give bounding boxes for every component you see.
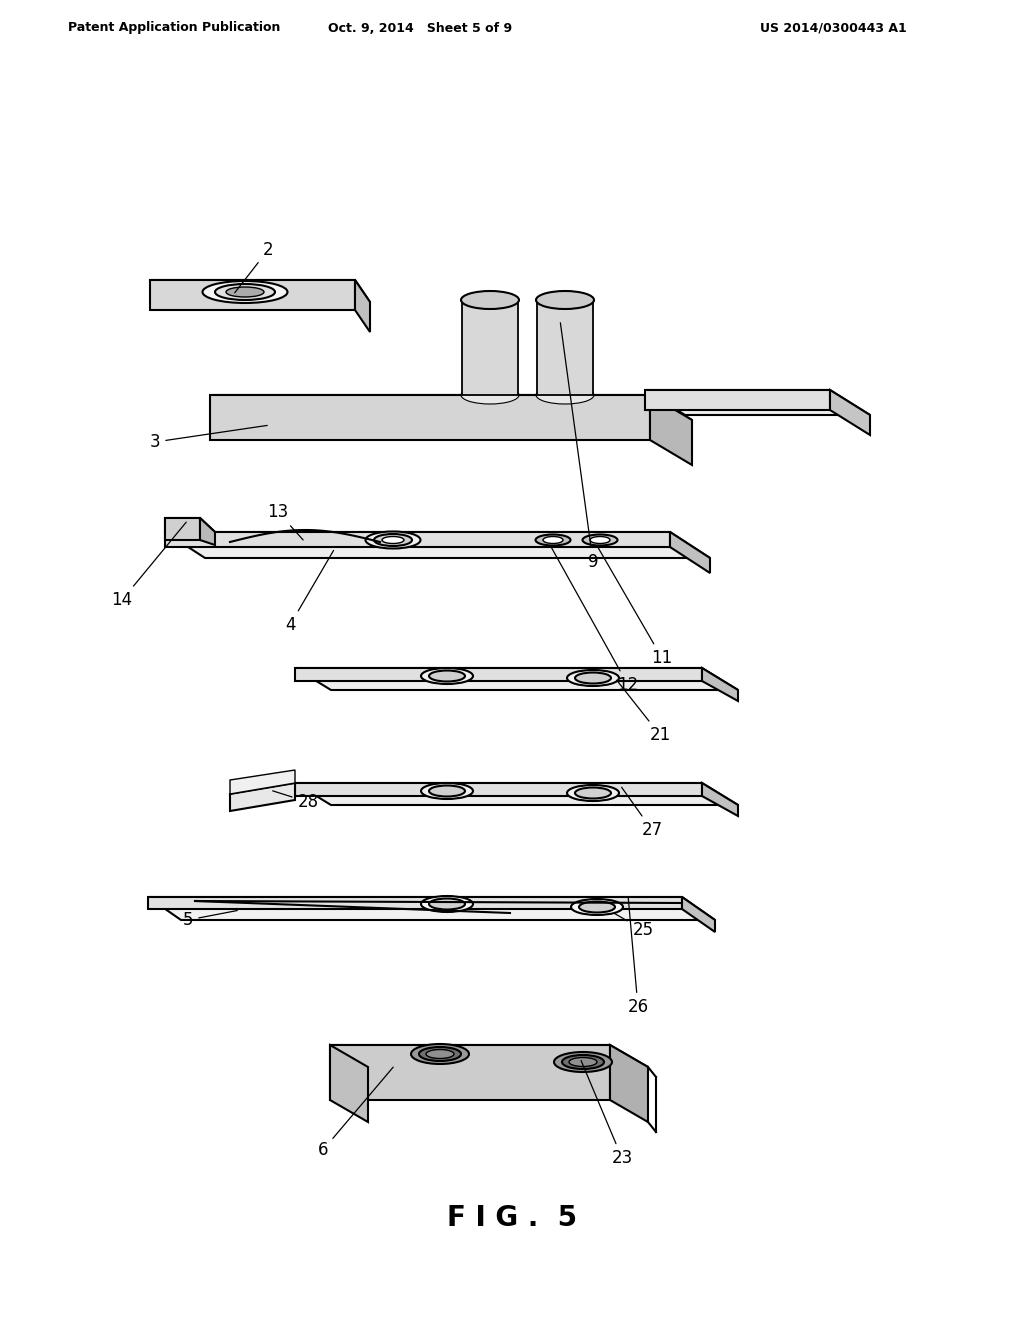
Text: 28: 28 [272,791,318,810]
Ellipse shape [421,668,473,684]
Ellipse shape [366,532,421,549]
Polygon shape [645,389,870,414]
Ellipse shape [421,783,473,799]
Text: 25: 25 [614,913,653,939]
Polygon shape [165,532,710,558]
Polygon shape [682,898,715,932]
Text: 2: 2 [234,242,273,293]
Ellipse shape [429,671,465,681]
Ellipse shape [562,1055,604,1069]
Polygon shape [148,898,715,920]
Ellipse shape [567,671,618,686]
Polygon shape [210,395,650,440]
Text: 11: 11 [597,546,673,667]
Text: 27: 27 [622,787,663,840]
Ellipse shape [579,902,615,912]
Ellipse shape [215,284,275,300]
Text: 14: 14 [112,523,186,609]
Polygon shape [150,280,370,302]
Polygon shape [295,668,702,681]
Polygon shape [148,898,682,909]
Ellipse shape [536,535,570,545]
Polygon shape [200,517,215,545]
Polygon shape [295,783,702,796]
Ellipse shape [429,899,465,909]
Ellipse shape [583,535,617,545]
Ellipse shape [543,536,563,544]
Text: 3: 3 [150,425,267,451]
Polygon shape [295,668,738,690]
Text: 6: 6 [317,1067,393,1159]
Ellipse shape [536,290,594,309]
Polygon shape [537,300,593,395]
Polygon shape [210,395,692,420]
Polygon shape [230,783,295,810]
Ellipse shape [575,672,611,684]
Text: 23: 23 [581,1060,633,1167]
Polygon shape [830,389,870,436]
Polygon shape [330,1045,610,1100]
Ellipse shape [590,536,610,544]
Text: 4: 4 [285,550,334,634]
Polygon shape [610,1045,648,1122]
Text: 13: 13 [267,503,303,540]
Ellipse shape [421,896,473,912]
Ellipse shape [569,1057,597,1067]
Polygon shape [670,532,710,573]
Ellipse shape [419,1047,461,1061]
Ellipse shape [426,1049,454,1059]
Polygon shape [230,770,295,795]
Polygon shape [462,300,518,395]
Polygon shape [295,783,738,805]
Ellipse shape [203,281,288,304]
Text: 21: 21 [616,680,671,744]
Polygon shape [165,532,670,546]
Text: Patent Application Publication: Patent Application Publication [68,21,281,34]
Polygon shape [650,395,692,465]
Polygon shape [355,280,370,333]
Ellipse shape [554,1052,612,1072]
Ellipse shape [575,788,611,799]
Text: Oct. 9, 2014   Sheet 5 of 9: Oct. 9, 2014 Sheet 5 of 9 [328,21,512,34]
Ellipse shape [461,385,519,404]
Polygon shape [165,517,200,540]
Text: 5: 5 [182,911,238,929]
Polygon shape [165,517,215,532]
Ellipse shape [461,290,519,309]
Text: 26: 26 [628,898,648,1016]
Text: F I G .  5: F I G . 5 [446,1204,578,1232]
Ellipse shape [411,1044,469,1064]
Polygon shape [330,1045,368,1122]
Ellipse shape [536,385,594,404]
Polygon shape [150,280,355,310]
Polygon shape [645,389,830,411]
Polygon shape [702,783,738,816]
Text: 12: 12 [551,548,639,694]
Polygon shape [702,668,738,701]
Ellipse shape [374,535,412,546]
Polygon shape [330,1045,648,1067]
Ellipse shape [567,785,618,801]
Text: 9: 9 [560,323,598,572]
Ellipse shape [382,536,404,544]
Ellipse shape [571,899,623,915]
Ellipse shape [429,785,465,796]
Ellipse shape [226,286,264,297]
Text: US 2014/0300443 A1: US 2014/0300443 A1 [760,21,906,34]
